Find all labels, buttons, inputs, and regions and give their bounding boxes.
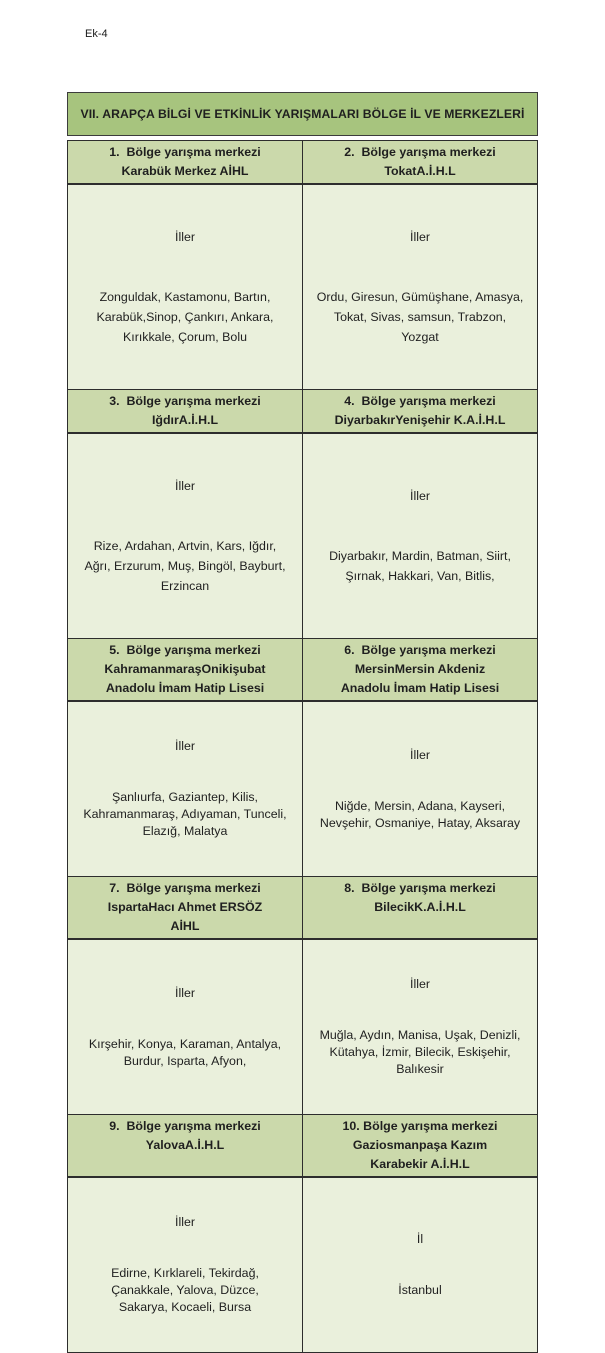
region-4-header-cell: 4. Bölge yarışma merkezi DiyarbakırYeniş… (302, 389, 538, 434)
provinces-list: İstanbul (398, 1283, 442, 1297)
header-row-1-2: 1. Bölge yarışma merkezi Karabük Merkez … (67, 140, 538, 185)
regions-table: 1. Bölge yarışma merkezi Karabük Merkez … (67, 140, 538, 1353)
region-8-provinces-cell: İller Muğla, Aydın, Manisa, Uşak, Denizl… (302, 938, 538, 1115)
provinces-list: Ordu, Giresun, Gümüşhane, Amasya, Tokat,… (316, 290, 524, 344)
header-row-7-8: 7. Bölge yarışma merkezi IspartaHacı Ahm… (67, 876, 538, 940)
provinces-label: İller (410, 230, 430, 244)
region-5-header-cell: 5. Bölge yarışma merkezi KahramanmaraşOn… (67, 638, 303, 702)
region-2-header-cell: 2. Bölge yarışma merkezi TokatA.İ.H.L (302, 140, 538, 185)
region-5-provinces-cell: İller Şanlıurfa, Gaziantep, Kilis, Kahra… (67, 700, 303, 877)
provinces-list: Edirne, Kırklareli, Tekirdağ, Çanakkale,… (111, 1266, 259, 1314)
table-title: VII. ARAPÇA BİLGİ VE ETKİNLİK YARIŞMALAR… (80, 107, 525, 121)
provinces-label: İller (175, 1215, 195, 1229)
region-9-header-cell: 9. Bölge yarışma merkezi YalovaA.İ.H.L (67, 1114, 303, 1178)
region-1-header-cell: 1. Bölge yarışma merkezi Karabük Merkez … (67, 140, 303, 185)
provinces-label: İller (175, 739, 195, 753)
provinces-row-5-6: İller Şanlıurfa, Gaziantep, Kilis, Kahra… (67, 700, 538, 877)
provinces-list: Şanlıurfa, Gaziantep, Kilis, Kahramanmar… (83, 790, 287, 838)
region-4-provinces-cell: İller Diyarbakır, Mardin, Batman, Siirt,… (302, 432, 538, 639)
region-1-provinces-cell: İller Zonguldak, Kastamonu, Bartın, Kara… (67, 183, 303, 390)
provinces-row-9-10: İller Edirne, Kırklareli, Tekirdağ, Çana… (67, 1176, 538, 1353)
document-page: Ek-4 VII. ARAPÇA BİLGİ VE ETKİNLİK YARIŞ… (67, 28, 538, 1353)
provinces-label: İller (410, 977, 430, 991)
region-9-provinces-cell: İller Edirne, Kırklareli, Tekirdağ, Çana… (67, 1176, 303, 1353)
provinces-label: İl (416, 1232, 424, 1246)
region-2-provinces-cell: İller Ordu, Giresun, Gümüşhane, Amasya, … (302, 183, 538, 390)
provinces-label: İller (175, 479, 195, 493)
provinces-label: İller (175, 230, 195, 244)
region-10-header-cell: 10. Bölge yarışma merkezi Gaziosmanpaşa … (302, 1114, 538, 1178)
region-10-provinces-cell: İl İstanbul (302, 1176, 538, 1353)
provinces-row-7-8: İller Kırşehir, Konya, Karaman, Antalya,… (67, 938, 538, 1115)
provinces-list: Rize, Ardahan, Artvin, Kars, Iğdır, Ağrı… (84, 539, 286, 593)
annex-tag: Ek-4 (85, 28, 108, 40)
provinces-label: İller (410, 747, 430, 762)
provinces-label: İller (175, 985, 195, 1000)
region-3-header-cell: 3. Bölge yarışma merkezi IğdırA.İ.H.L (67, 389, 303, 434)
provinces-list: Niğde, Mersin, Adana, Kayseri, Nevşehir,… (319, 798, 521, 830)
region-7-header-cell: 7. Bölge yarışma merkezi IspartaHacı Ahm… (67, 876, 303, 940)
provinces-row-1-2: İller Zonguldak, Kastamonu, Bartın, Kara… (67, 183, 538, 390)
provinces-label: İller (410, 489, 430, 503)
region-8-header-cell: 8. Bölge yarışma merkezi BilecikK.A.İ.H.… (302, 876, 538, 940)
provinces-list: Zonguldak, Kastamonu, Bartın, Karabük,Si… (96, 290, 274, 344)
provinces-row-3-4: İller Rize, Ardahan, Artvin, Kars, Iğdır… (67, 432, 538, 639)
region-6-header-cell: 6. Bölge yarışma merkezi MersinMersin Ak… (302, 638, 538, 702)
header-row-3-4: 3. Bölge yarışma merkezi IğdırA.İ.H.L 4.… (67, 389, 538, 434)
header-row-5-6: 5. Bölge yarışma merkezi KahramanmaraşOn… (67, 638, 538, 702)
header-row-9-10: 9. Bölge yarışma merkezi YalovaA.İ.H.L 1… (67, 1114, 538, 1178)
provinces-list: Kırşehir, Konya, Karaman, Antalya, Burdu… (88, 1036, 282, 1068)
region-7-provinces-cell: İller Kırşehir, Konya, Karaman, Antalya,… (67, 938, 303, 1115)
region-3-provinces-cell: İller Rize, Ardahan, Artvin, Kars, Iğdır… (67, 432, 303, 639)
table-title-bar: VII. ARAPÇA BİLGİ VE ETKİNLİK YARIŞMALAR… (67, 92, 538, 136)
region-6-provinces-cell: İller Niğde, Mersin, Adana, Kayseri, Nev… (302, 700, 538, 877)
provinces-list: Muğla, Aydın, Manisa, Uşak, Denizli, Küt… (319, 1028, 521, 1076)
provinces-list: Diyarbakır, Mardin, Batman, Siirt, Şırna… (329, 549, 511, 583)
